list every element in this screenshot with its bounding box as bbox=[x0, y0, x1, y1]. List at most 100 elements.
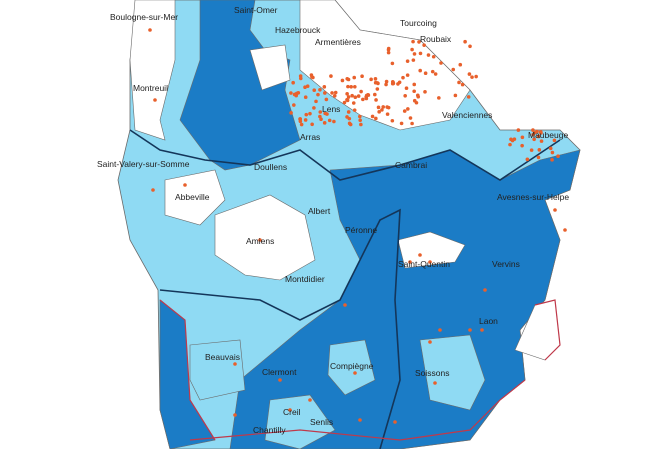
point-marker bbox=[563, 228, 567, 232]
point-marker bbox=[298, 117, 302, 121]
point-marker bbox=[402, 109, 407, 113]
point-marker bbox=[347, 116, 352, 121]
point-marker bbox=[327, 118, 332, 123]
point-marker bbox=[466, 95, 471, 99]
point-marker bbox=[430, 69, 435, 74]
point-marker bbox=[323, 111, 327, 116]
point-marker bbox=[148, 28, 152, 32]
point-marker bbox=[376, 81, 380, 86]
point-marker bbox=[437, 96, 441, 100]
point-marker bbox=[258, 238, 262, 242]
city-label: Péronne bbox=[345, 225, 377, 235]
point-marker bbox=[346, 95, 351, 99]
point-marker bbox=[316, 92, 320, 97]
point-marker bbox=[537, 148, 542, 152]
point-marker bbox=[304, 112, 309, 117]
point-marker bbox=[314, 99, 318, 104]
point-marker bbox=[390, 118, 395, 123]
point-marker bbox=[360, 74, 364, 79]
point-marker bbox=[183, 183, 187, 187]
point-marker bbox=[356, 94, 361, 98]
point-marker bbox=[468, 328, 472, 332]
city-label: Cambrai bbox=[395, 160, 427, 170]
city-label: Saint-Omer bbox=[234, 5, 278, 15]
point-marker bbox=[428, 260, 432, 264]
point-marker bbox=[289, 91, 293, 95]
point-marker bbox=[345, 92, 349, 96]
point-marker bbox=[451, 67, 456, 72]
point-marker bbox=[359, 122, 363, 127]
point-marker bbox=[550, 150, 555, 155]
point-marker bbox=[346, 84, 350, 89]
point-marker bbox=[322, 85, 327, 89]
point-marker bbox=[410, 47, 414, 52]
department-border bbox=[159, 208, 401, 449]
city-label: Montdidier bbox=[285, 274, 325, 284]
point-marker bbox=[539, 139, 544, 143]
point-marker bbox=[361, 97, 365, 102]
point-marker bbox=[428, 340, 432, 344]
point-marker bbox=[408, 260, 412, 264]
point-marker bbox=[415, 93, 420, 98]
point-marker bbox=[289, 111, 293, 115]
point-marker bbox=[352, 75, 357, 80]
city-label: Arras bbox=[300, 132, 320, 142]
point-marker bbox=[303, 95, 308, 100]
city-label: Armentières bbox=[315, 37, 361, 47]
city-label: Hazebrouck bbox=[275, 25, 321, 35]
point-marker bbox=[380, 108, 384, 112]
point-marker bbox=[153, 98, 157, 102]
point-marker bbox=[292, 92, 297, 97]
point-marker bbox=[531, 128, 535, 132]
point-marker bbox=[305, 84, 310, 88]
point-marker bbox=[536, 134, 541, 139]
point-marker bbox=[412, 89, 416, 94]
point-marker bbox=[366, 92, 370, 97]
zone-dark-east bbox=[229, 149, 581, 449]
city-label: Laon bbox=[479, 316, 498, 326]
point-marker bbox=[310, 122, 314, 127]
point-marker bbox=[370, 114, 375, 119]
zone-white-abbeville bbox=[164, 169, 226, 226]
map-zones bbox=[117, 0, 581, 449]
point-marker bbox=[340, 78, 345, 83]
point-marker bbox=[348, 122, 353, 127]
point-marker bbox=[373, 77, 378, 81]
point-marker bbox=[393, 420, 397, 424]
point-marker bbox=[532, 137, 536, 142]
city-label: Clermont bbox=[262, 367, 297, 377]
point-marker bbox=[330, 91, 334, 95]
point-marker bbox=[418, 253, 422, 257]
city-label: Roubaix bbox=[420, 34, 452, 44]
zone-light-compiegne bbox=[327, 339, 376, 396]
point-marker bbox=[151, 188, 155, 192]
point-marker bbox=[352, 108, 357, 112]
borders bbox=[129, 129, 561, 449]
point-marker bbox=[359, 89, 363, 94]
point-marker bbox=[553, 208, 557, 212]
point-marker bbox=[381, 105, 386, 109]
point-marker bbox=[346, 110, 351, 114]
point-marker bbox=[349, 85, 353, 89]
point-marker bbox=[288, 408, 292, 412]
city-label: Montreuil bbox=[133, 83, 168, 93]
point-marker bbox=[358, 118, 362, 123]
point-marker bbox=[463, 39, 467, 44]
city-label: Tourcoing bbox=[400, 18, 437, 28]
point-marker bbox=[520, 135, 525, 140]
point-marker bbox=[345, 76, 350, 81]
point-marker bbox=[353, 84, 357, 89]
point-marker bbox=[364, 96, 369, 101]
point-marker bbox=[318, 88, 322, 92]
point-marker bbox=[332, 119, 336, 124]
region-border bbox=[129, 129, 561, 181]
city-label: Saint-Valery-sur-Somme bbox=[97, 159, 190, 169]
city-label: Amiens bbox=[246, 236, 274, 246]
point-marker bbox=[233, 362, 237, 366]
point-marker bbox=[384, 79, 389, 84]
point-marker bbox=[431, 54, 436, 59]
point-marker bbox=[508, 142, 512, 147]
point-marker bbox=[374, 98, 378, 102]
point-marker bbox=[480, 328, 484, 332]
point-marker bbox=[391, 80, 395, 85]
